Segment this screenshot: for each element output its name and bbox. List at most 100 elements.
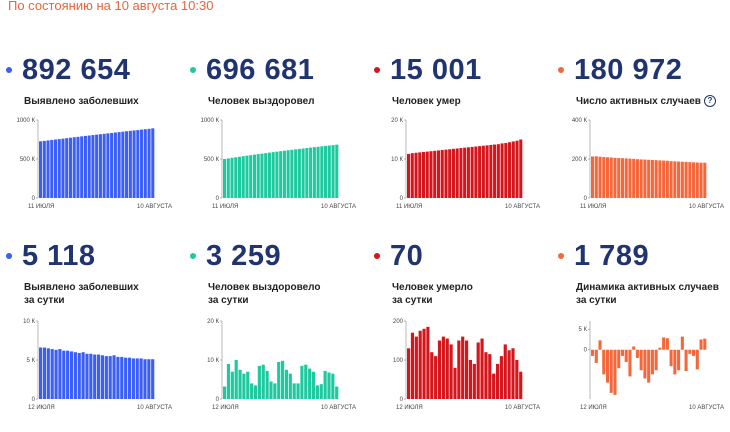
y-tick-label: 10 К [23, 319, 35, 325]
bar [598, 156, 602, 198]
bar [42, 347, 47, 399]
bar [472, 363, 476, 399]
bar [286, 150, 290, 198]
stat-label-line: Человек выздоровело [208, 282, 321, 293]
bar [669, 161, 673, 198]
bar [261, 364, 265, 399]
bar [327, 372, 331, 399]
bar [519, 139, 523, 198]
bar [515, 360, 519, 399]
bar [418, 152, 422, 198]
bar [54, 349, 58, 399]
bar [249, 155, 253, 198]
bar [61, 138, 65, 198]
bar [136, 130, 140, 198]
y-tick-label: 1000 К [16, 118, 35, 124]
bar [112, 355, 116, 399]
stat-value: 15 001 [390, 54, 482, 86]
y-tick-label: 5 К [27, 358, 36, 364]
bar [87, 135, 91, 198]
stat-label-line: Выявлено заболевших [24, 96, 139, 107]
x-tick-label: 12 ИЮЛЯ [580, 405, 607, 411]
stat-value: 5 118 [22, 240, 96, 272]
bar [609, 349, 613, 393]
bar [223, 159, 227, 198]
stat-label: Динамика активных случаев за сутки [576, 281, 719, 307]
bar [110, 132, 114, 198]
bar [421, 151, 426, 198]
stat-panel: 696 681 Человек выздоровел 0 500 К 1000 К 11 … [184, 36, 366, 246]
bar [643, 159, 647, 198]
bar [695, 349, 699, 370]
bar [139, 358, 143, 399]
bar [300, 365, 304, 399]
stat-value: 1 789 [574, 240, 650, 272]
bar [226, 158, 230, 198]
bar [468, 360, 473, 399]
bar [69, 351, 74, 399]
bar [463, 147, 467, 198]
bar [628, 158, 632, 198]
bar [684, 349, 688, 372]
bar [481, 145, 485, 198]
bar [455, 148, 459, 198]
bar [662, 337, 666, 350]
bar [692, 162, 696, 198]
bar [511, 141, 515, 198]
bullet-dot-icon [374, 253, 380, 259]
bar [703, 162, 707, 198]
bar [493, 144, 497, 198]
bar [480, 338, 484, 399]
bar [324, 145, 328, 198]
stat-panel: 5 118 Выявлено заболевших за сутки 0 5 К 10 К… [0, 222, 182, 432]
bar [500, 143, 504, 198]
bar [269, 381, 273, 399]
bar [257, 365, 261, 399]
bar [282, 150, 286, 198]
bar [264, 153, 268, 198]
bar [628, 349, 632, 377]
bar [319, 384, 323, 399]
bar [83, 135, 87, 198]
bar [265, 370, 269, 399]
bar [39, 141, 43, 198]
bar [692, 349, 696, 356]
x-tick-label: 12 ИЮЛЯ [212, 405, 239, 411]
bar [290, 149, 294, 198]
bar [242, 373, 246, 399]
stat-label: Человек выздоровело за сутки [208, 281, 321, 307]
bar [327, 145, 331, 198]
bar [620, 349, 625, 356]
stat-label-line: Человек умер [392, 96, 461, 107]
bar [669, 349, 673, 367]
bar [662, 160, 666, 198]
bar [316, 146, 320, 198]
bar [684, 161, 688, 198]
bar [654, 349, 658, 371]
bar [647, 159, 651, 198]
bar [253, 385, 258, 399]
stat-panel: 70 Человек умерло за сутки 0 100 200 12 ИЮЛЯ 10… [368, 222, 550, 432]
bar [613, 157, 617, 198]
info-icon[interactable]: ? [703, 95, 716, 108]
bar [320, 146, 324, 198]
bar [515, 140, 519, 198]
bar [288, 373, 292, 399]
bar [635, 159, 639, 198]
bar [42, 140, 46, 198]
bar [234, 360, 238, 399]
bar [437, 340, 442, 399]
bar [436, 150, 441, 198]
bar [72, 137, 76, 198]
bar [665, 160, 669, 198]
bar [433, 150, 437, 198]
bar [124, 357, 128, 399]
bar [104, 356, 108, 399]
y-tick-label: 400 К [572, 118, 588, 124]
stat-label: Человек умер [392, 95, 461, 108]
bar [620, 158, 625, 198]
bar [102, 133, 106, 198]
bar [699, 162, 703, 198]
x-tick-label: 10 АВГУСТА [321, 405, 356, 411]
x-tick-label: 12 ИЮЛЯ [28, 405, 55, 411]
